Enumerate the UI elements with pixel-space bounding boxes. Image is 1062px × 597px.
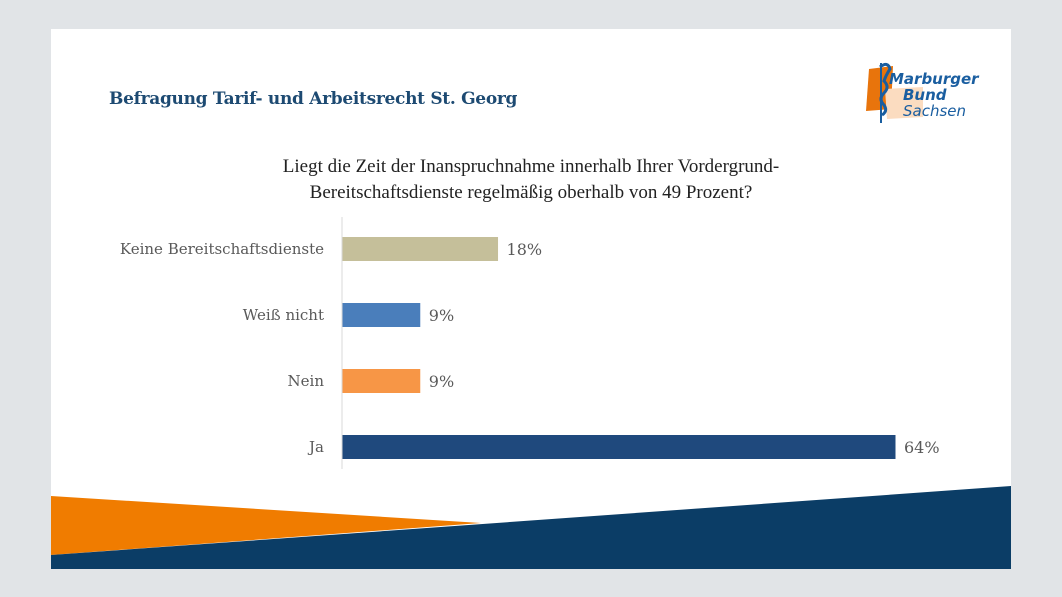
bar-0 [342,237,499,261]
footer-navy-wedge [51,486,1011,569]
bar-2 [342,369,421,393]
marburger-bund-logo: Marburger Bund Sachsen [863,57,993,127]
category-label: Ja [307,438,324,456]
category-label: Nein [288,372,325,390]
value-label: 9% [429,306,454,325]
bar-3 [342,435,896,459]
value-label: 18% [507,240,543,259]
value-label: 9% [429,372,454,391]
footer-decoration [51,486,1011,569]
slide-title: Befragung Tarif- und Arbeitsrecht St. Ge… [109,89,518,109]
logo-graphic-icon [866,62,923,123]
footer-orange-wedge [51,496,481,555]
value-label: 64% [904,438,940,457]
chart-title-line-2: Bereitschaftsdienste regelmäßig oberhalb… [309,182,753,203]
category-label: Keine Bereitschaftsdienste [120,240,324,258]
bar-chart: Keine Bereitschaftsdienste 18% Weiß nicht 9… [120,217,940,469]
chart-title: Liegt die Zeit der Inanspruchnahme inner… [151,154,911,206]
logo-text-bund: Bund [903,86,947,104]
bar-1 [342,303,421,327]
category-label: Weiß nicht [243,306,324,324]
chart-title-line-1: Liegt die Zeit der Inanspruchnahme inner… [282,156,780,177]
slide: Befragung Tarif- und Arbeitsrecht St. Ge… [51,29,1011,569]
logo-text-marburger: Marburger [889,70,979,88]
logo-text-sachsen: Sachsen [903,102,967,120]
